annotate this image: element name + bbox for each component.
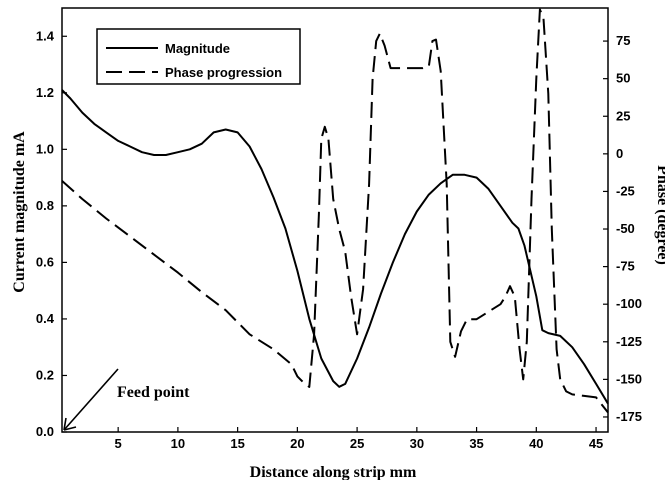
legend-box — [96, 28, 301, 85]
y2-tick-label: -150 — [616, 371, 642, 386]
feed-point-annotation: Feed point — [63, 368, 190, 431]
y2-tick-label: -100 — [616, 296, 642, 311]
legend: Magnitude Phase progression — [96, 28, 301, 85]
y-axis-title: Current magnitude mA — [11, 131, 28, 293]
y-tick-label: 0.6 — [36, 254, 54, 269]
x-tick-label: 15 — [230, 436, 244, 451]
x-tick-label: 40 — [529, 436, 543, 451]
x-axis-title: Distance along strip mm — [250, 464, 417, 480]
y-tick-label: 0.8 — [36, 198, 54, 213]
y-tick-label: 0.2 — [36, 367, 54, 382]
y2-axis-title: Phase (degree) — [654, 165, 665, 265]
y2-tick-label: 50 — [616, 71, 630, 86]
ticks-layer: 5 10 15 20 25 30 35 40 45 0.0 0.2 0.4 0.6 0.8 1.0 1.2 1.… — [36, 28, 642, 451]
feed-point-arrowhead — [63, 417, 77, 431]
y-tick-label: 1.0 — [36, 141, 54, 156]
x-tick-label: 20 — [290, 436, 304, 451]
y-tick-label: 0.4 — [36, 311, 55, 326]
feed-point-label: Feed point — [117, 384, 190, 401]
y2-tick-label: -175 — [616, 409, 642, 424]
series-layer — [61, 8, 609, 414]
y-tick-label: 1.2 — [36, 85, 54, 100]
y2-tick-label: -50 — [616, 221, 635, 236]
x-tick-label: 10 — [171, 436, 185, 451]
plot-frame — [61, 7, 609, 433]
y2-tick-label: 25 — [616, 108, 630, 123]
y-tick-label: 0.0 — [36, 424, 54, 439]
legend-label-phase: Phase progression — [165, 65, 282, 80]
axes — [61, 7, 609, 433]
x-tick-label: 45 — [589, 436, 603, 451]
y2-tick-label: -25 — [616, 183, 635, 198]
legend-label-magnitude: Magnitude — [165, 41, 230, 56]
feed-point-arrow — [63, 368, 119, 431]
phase-progression-line — [61, 8, 609, 414]
y-tick-label: 1.4 — [36, 28, 55, 43]
y2-tick-label: -125 — [616, 334, 642, 349]
x-tick-label: 25 — [350, 436, 364, 451]
y2-tick-label: -75 — [616, 259, 635, 274]
x-tick-label: 30 — [410, 436, 424, 451]
magnitude-line — [61, 89, 609, 405]
x-tick-label: 35 — [469, 436, 483, 451]
y2-tick-label: 0 — [616, 146, 623, 161]
x-tick-label: 5 — [115, 436, 122, 451]
y2-tick-label: 75 — [616, 33, 630, 48]
